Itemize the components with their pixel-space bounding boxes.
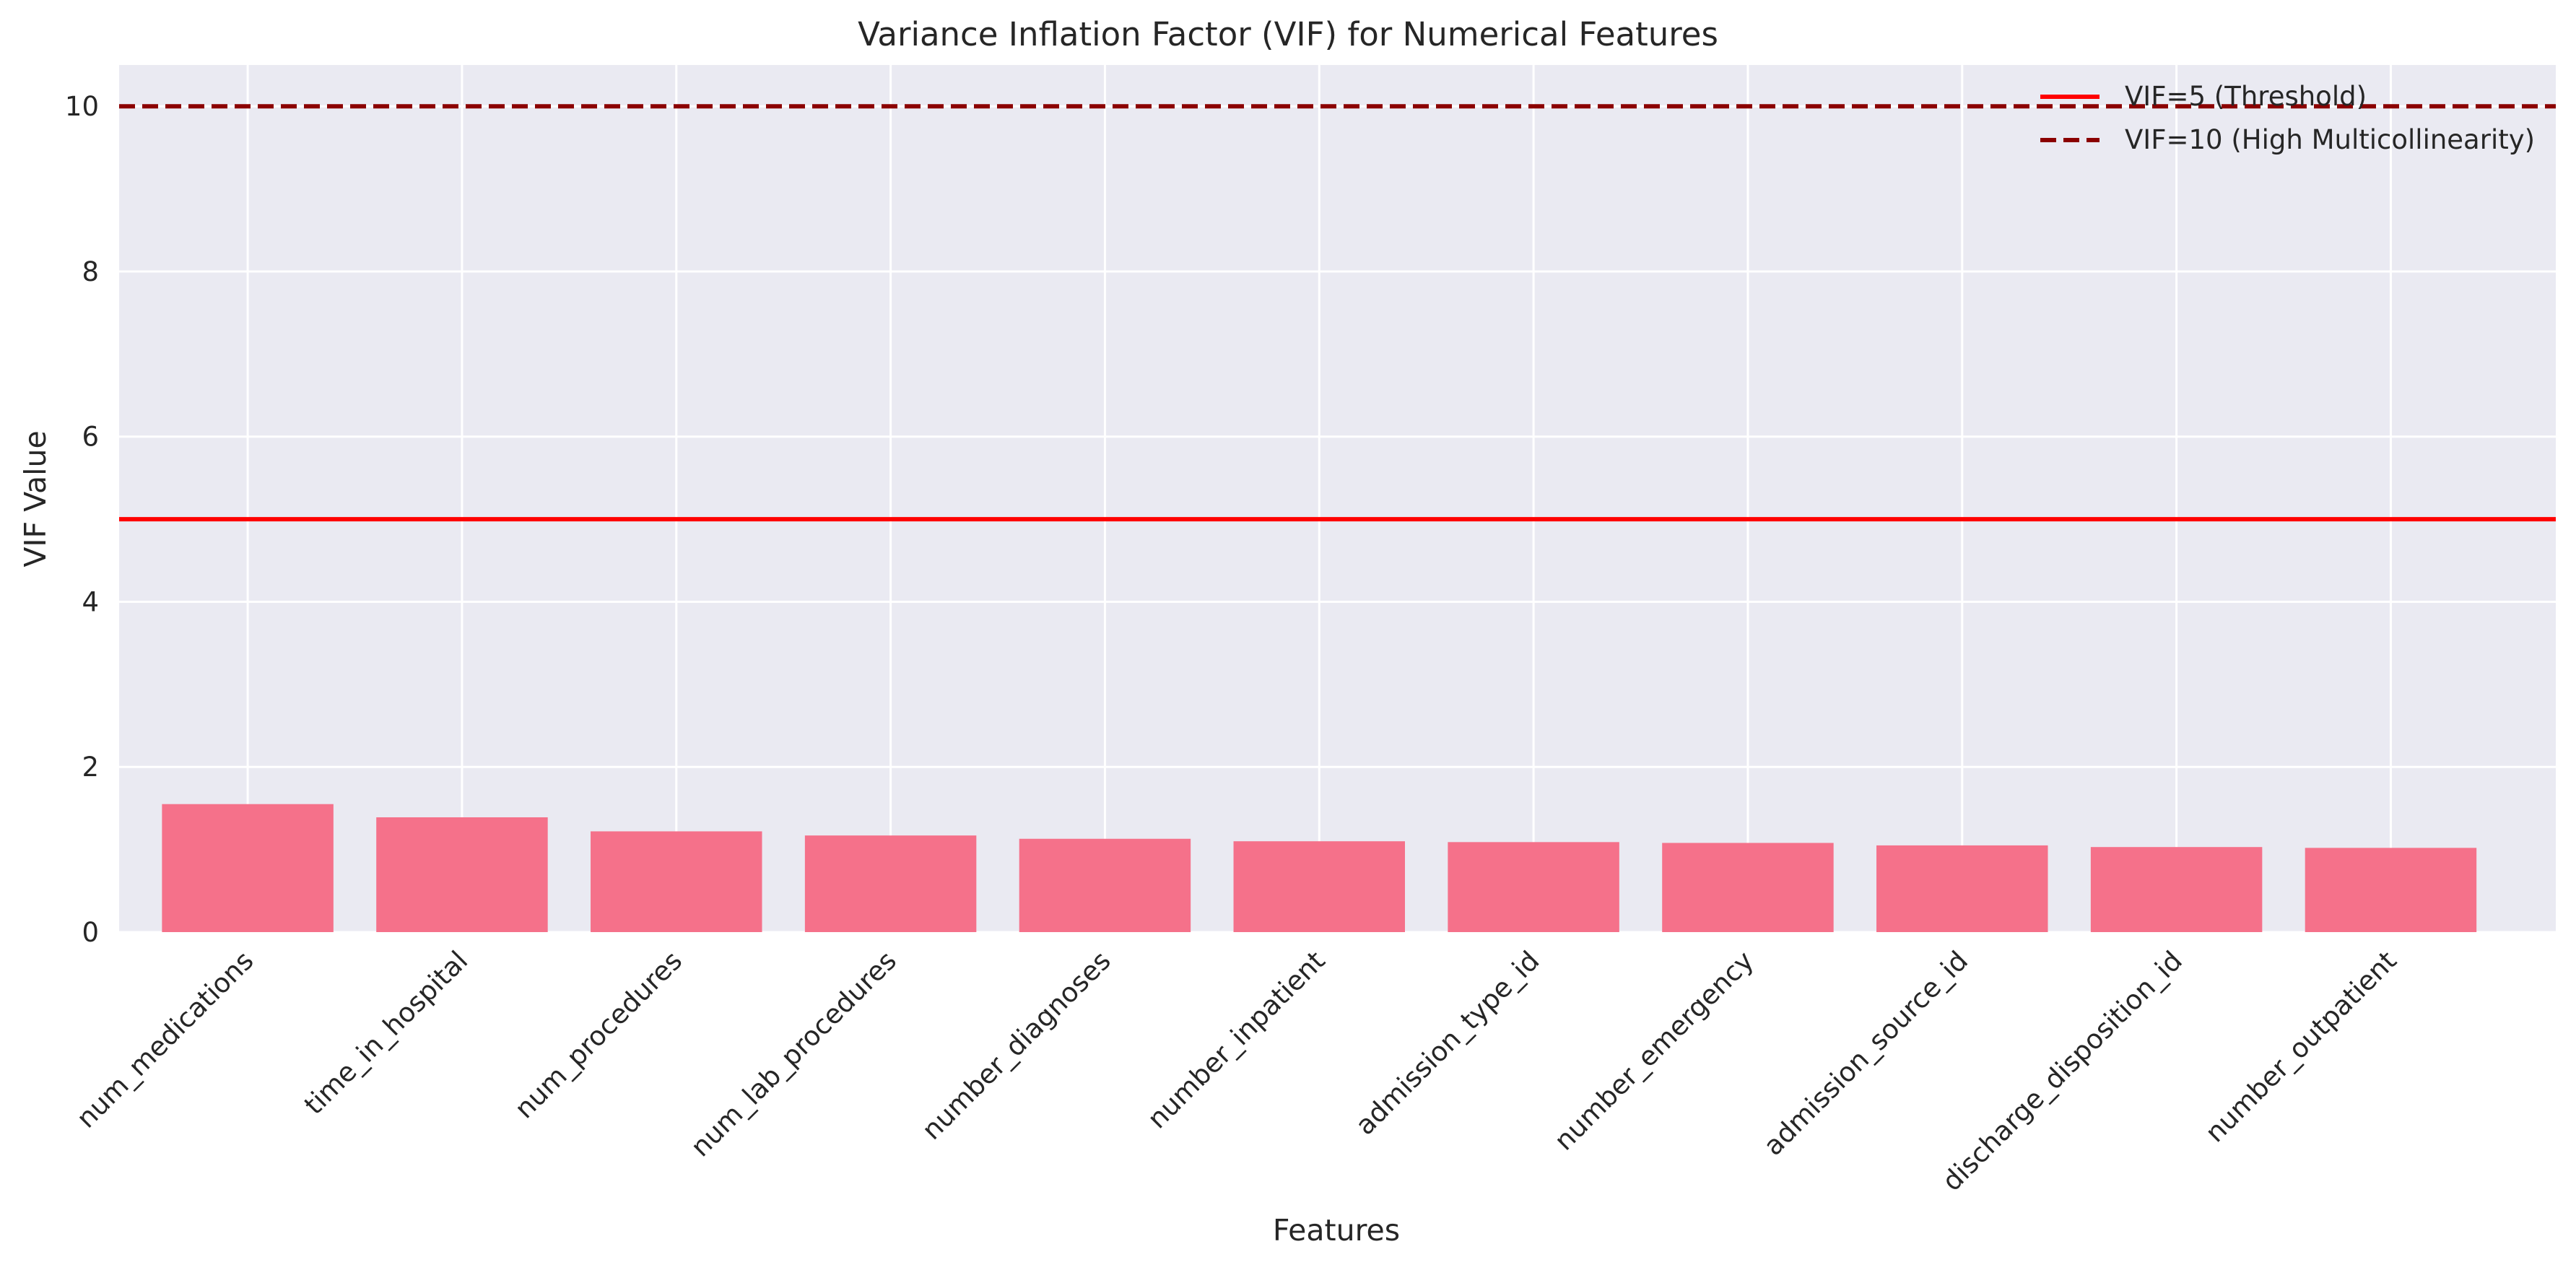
x-tick-label: number_inpatient <box>1141 945 1331 1135</box>
y-axis-title: VIF Value <box>18 430 53 567</box>
bar-number-emergency <box>1662 843 1834 932</box>
x-tick-label: num_lab_procedures <box>684 945 902 1163</box>
bar-admission-type-id <box>1448 842 1619 932</box>
plot-area <box>119 65 2556 932</box>
x-tick-label: time_in_hospital <box>298 945 474 1121</box>
x-tick-label: number_emergency <box>1549 945 1760 1157</box>
x-tick-label: number_outpatient <box>2199 945 2403 1149</box>
bar-num-lab-procedures <box>804 835 977 932</box>
x-tick-label: admission_type_id <box>1349 945 1545 1141</box>
y-tick-label: 8 <box>82 256 99 287</box>
y-tick-label: 6 <box>82 422 99 453</box>
legend-label-vif-10: VIF=10 (High Multicollinearity) <box>2125 124 2535 155</box>
x-tick-label: num_medications <box>71 945 260 1134</box>
x-tick-label: number_diagnoses <box>916 945 1117 1146</box>
bar-discharge-disposition-id <box>2090 847 2263 932</box>
bar-number-diagnoses <box>1019 838 1191 932</box>
x-axis-title: Features <box>1273 1213 1400 1248</box>
y-tick-label: 2 <box>82 752 99 783</box>
x-tick-label: admission_source_id <box>1757 945 1974 1162</box>
y-tick-label: 10 <box>65 91 99 122</box>
bar-num-medications <box>162 804 334 932</box>
legend: VIF=5 (Threshold) VIF=10 (High Multicolli… <box>2040 81 2535 155</box>
bar-num-procedures <box>591 831 762 932</box>
bar-number-inpatient <box>1233 841 1406 932</box>
bar-time-in-hospital <box>376 817 548 932</box>
y-tick-label: 0 <box>82 917 99 948</box>
bar-number-outpatient <box>2305 848 2477 932</box>
bar-admission-source-id <box>1876 845 2048 932</box>
legend-label-vif-5: VIF=5 (Threshold) <box>2125 81 2367 112</box>
chart-title: Variance Inflation Factor (VIF) for Nume… <box>858 15 1718 53</box>
x-tick-label: num_procedures <box>509 945 689 1125</box>
y-tick-label: 4 <box>82 586 99 617</box>
x-tick-label: discharge_disposition_id <box>1936 945 2188 1197</box>
